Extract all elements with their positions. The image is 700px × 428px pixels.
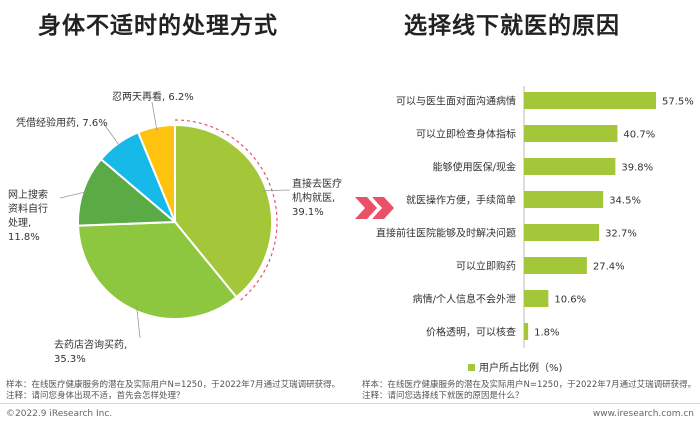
pie-slice <box>77 157 178 227</box>
bar-value-label: 57.5% <box>662 97 694 108</box>
bar-value-label: 32.7% <box>605 229 637 240</box>
bar-chart: 可以与医生面对面沟通病情 57.5% 可以立即检查身体指标 40.7% 能够使用医保/现… <box>376 86 694 374</box>
pie-slice-label: 凭借经验用药, 7.6% <box>16 116 108 129</box>
bar <box>524 224 600 241</box>
pie-slice <box>174 123 273 299</box>
pie-leader-line <box>103 123 121 148</box>
bar <box>524 125 618 142</box>
bar <box>524 191 604 208</box>
double-chevron-right-icon <box>355 197 394 219</box>
pie-slice-label: 忍两天再看, 6.2% <box>112 90 194 103</box>
bar-category-label: 价格透明，可以核查 <box>426 326 516 339</box>
website: www.iresearch.com.cn <box>592 409 694 419</box>
bar-category-label: 能够使用医保/现金 <box>433 161 516 174</box>
bar-category-label: 可以立即购药 <box>456 260 516 273</box>
pie-leader-line <box>262 189 291 192</box>
left-sample-note: 样本：在线医疗健康服务的潜在及实际用户N=1250，于2022年7月通过艾瑞调研… <box>6 380 341 390</box>
pie-leader-line <box>151 101 158 131</box>
right-sample-note: 样本：在线医疗健康服务的潜在及实际用户N=1250，于2022年7月通过艾瑞调研… <box>362 380 697 390</box>
bar-category-label: 可以立即检查身体指标 <box>416 128 516 141</box>
bar <box>524 158 616 175</box>
legend-swatch <box>468 364 475 371</box>
bar-category-label: 病情/个人信息不会外泄 <box>413 293 516 306</box>
pie-leader-line <box>136 306 141 339</box>
legend-label: 用户所占比例（%) <box>479 361 563 374</box>
pie-chart: 直接去医疗机构就医, 39.1% 去药店咨询买药, 35.3% 网上搜索资料自行处理, 1… <box>8 90 342 365</box>
pie-slice-label: 网上搜索资料自行处理, 11.8% <box>8 188 48 243</box>
copyright: ©2022.9 iResearch Inc. <box>6 409 113 419</box>
pie-slice-label: 去药店咨询买药, 35.3% <box>54 338 127 365</box>
bar-category-label: 直接前往医院能够及时解决问题 <box>376 227 516 240</box>
highlight-dashed-arc <box>174 119 278 302</box>
bar <box>524 257 587 274</box>
bar <box>524 92 656 109</box>
bar-value-label: 1.8% <box>534 328 559 339</box>
right-question-note: 注释：请问您选择线下就医的原因是什么？ <box>362 391 524 401</box>
bar-category-label: 可以与医生面对面沟通病情 <box>396 95 516 108</box>
bar-category-label: 就医操作方便，手续简单 <box>406 194 516 207</box>
bar-value-label: 39.8% <box>621 163 653 174</box>
bar-value-label: 40.7% <box>623 130 655 141</box>
pie-slice <box>77 220 238 320</box>
bar-value-label: 10.6% <box>554 295 586 306</box>
pie-chart-title: 身体不适时的处理方式 <box>38 13 278 39</box>
footer-divider <box>0 403 700 404</box>
bar-chart-title: 选择线下就医的原因 <box>404 13 620 39</box>
bar-value-label: 27.4% <box>593 262 625 273</box>
left-question-note: 注释：请问您身体出现不适，首先会怎样处理？ <box>6 391 185 401</box>
left-note: 样本：在线医疗健康服务的潜在及实际用户N=1250，于2022年7月通过艾瑞调研… <box>6 380 340 402</box>
bar <box>524 290 549 307</box>
pie-slice-label: 直接去医疗机构就医, 39.1% <box>292 177 342 218</box>
bar <box>524 323 529 340</box>
bar-value-label: 34.5% <box>609 196 641 207</box>
pie-leader-line <box>59 191 88 199</box>
right-note: 样本：在线医疗健康服务的潜在及实际用户N=1250，于2022年7月通过艾瑞调研… <box>362 380 696 402</box>
